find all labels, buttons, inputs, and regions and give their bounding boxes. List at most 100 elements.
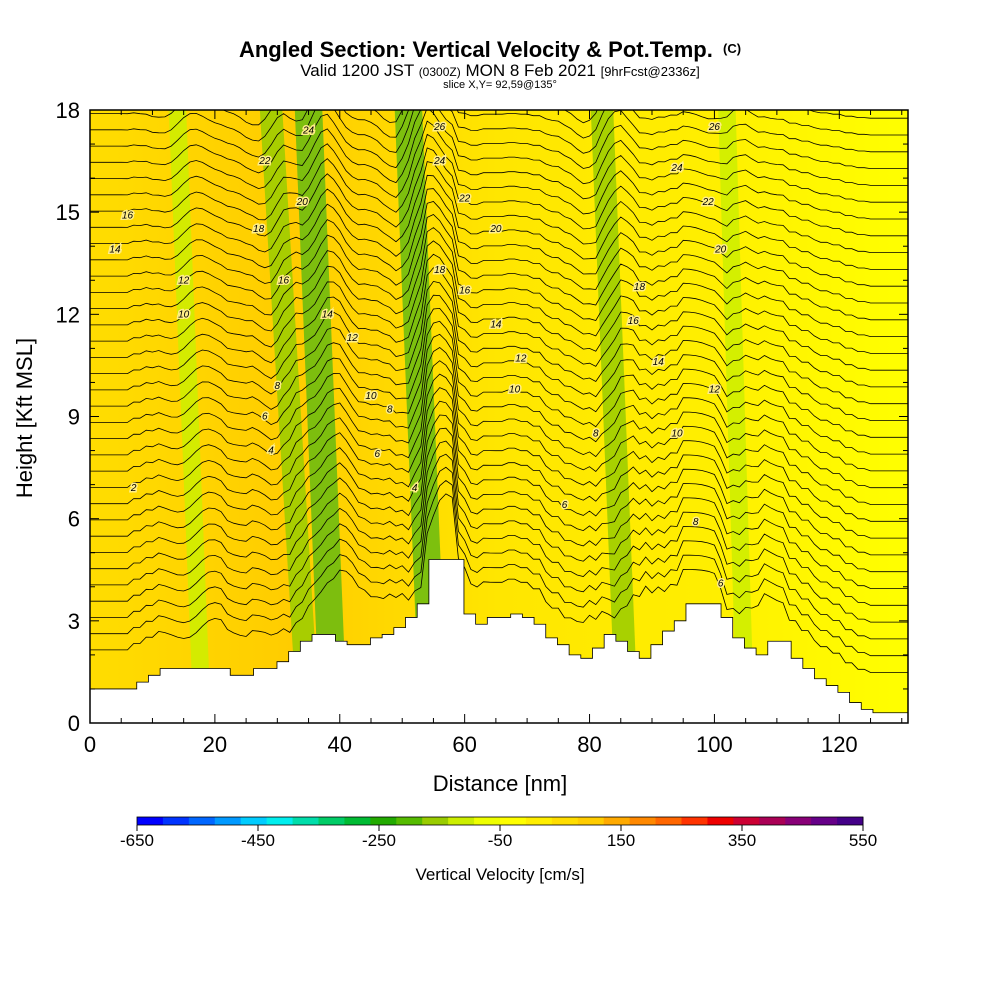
colorbar-swatch-19 [629,817,657,825]
colorbar-swatch-12 [448,817,475,825]
contour-label-0: 2 [130,483,137,494]
contour-line-30 [90,110,908,174]
contour-line-12 [90,333,908,472]
y-tick-label: 0 [68,711,80,736]
colorbar [136,816,864,826]
contour-line-31 [90,110,908,158]
contour-label-16: 8 [387,405,393,416]
contour-label-7: 16 [122,211,134,222]
contour-label-22: 22 [458,194,471,205]
contour-line-11 [90,347,908,489]
isentrope-contours [90,110,908,673]
contour-label-8: 18 [253,224,265,235]
colorbar-swatch-20 [655,817,682,825]
colorbar-tick-label: -450 [241,831,275,850]
contour-line-7 [90,400,908,556]
contour-line-16 [90,280,908,405]
contour-label-31: 16 [628,316,640,327]
contour-line-32 [90,110,908,142]
colorbar-swatch-5 [266,817,294,825]
contour-line-28 [90,120,908,205]
colorbar-swatch-22 [707,817,734,825]
colorbar-swatch-8 [344,817,371,825]
updraft-band-5 [718,110,755,723]
updraft-band-0 [168,110,212,723]
x-axis-label: Distance [nm] [433,771,568,796]
contour-label-17: 6 [374,449,380,460]
colorbar-swatch-26 [811,817,838,825]
contour-line-15 [90,294,908,421]
colorbar-tick-label: -250 [362,831,396,850]
updraft-band-1 [259,110,320,723]
colorbar-swatch-3 [214,817,242,825]
colorbar-ticks: -650 -450 -250 -50 150 350 550 [120,825,877,850]
contour-label-19: 18 [434,265,446,276]
y-axis: 0 3 6 9 12 15 18 [56,98,908,736]
contour-label-34: 10 [671,429,683,440]
terrain [90,559,908,723]
colorbar-tick-label: 150 [607,831,635,850]
x-axis: 0 20 40 60 80 100 120 [84,110,903,757]
colorbar-swatch-24 [759,817,786,825]
y-axis-label: Height [Kft MSL] [12,338,37,498]
contour-line-1 [90,479,908,657]
contour-label-37: 26 [708,122,721,133]
colorbar-swatch-11 [422,817,449,825]
contour-labels: 2468101214161816202224141210864182624222… [108,121,728,591]
contour-label-40: 20 [714,245,727,256]
colorbar-swatch-23 [733,817,760,825]
updraft-band-4 [590,110,639,723]
colorbar-swatch-17 [577,817,605,825]
contour-label-35: 8 [693,517,699,528]
colorbar-swatch-2 [188,817,216,825]
contour-line-6 [90,414,908,573]
contour-line-13 [90,320,908,455]
contour-label-18: 4 [412,483,418,494]
x-tick-label: 0 [84,732,96,757]
contour-label-4: 10 [178,309,190,320]
contour-label-3: 8 [275,381,281,392]
x-tick-label: 60 [452,732,476,757]
colorbar-swatch-21 [681,817,708,825]
contour-line-20 [90,227,908,337]
contour-line-0 [90,493,908,673]
contour-label-6: 14 [109,245,121,256]
contour-label-25: 14 [490,320,502,331]
y-tick-label: 3 [68,609,80,634]
colorbar-swatch-7 [318,817,345,825]
y-tick-label: 18 [56,98,80,123]
contour-label-10: 20 [296,197,309,208]
contour-label-12: 24 [302,125,315,136]
colorbar-swatch-25 [785,817,812,825]
colorbar-tick-label: -50 [488,831,513,850]
colorbar-tick-label: -650 [120,831,154,850]
updraft-bands [168,110,755,723]
y-tick-label: 9 [68,405,80,430]
contour-line-33 [90,110,908,126]
contour-label-9: 16 [278,275,290,286]
contour-line-25 [90,161,908,253]
contour-label-14: 12 [347,333,359,344]
x-tick-label: 40 [328,732,352,757]
contour-line-3 [90,453,908,623]
contour-label-39: 22 [702,197,715,208]
contour-label-28: 8 [593,429,599,440]
colorbar-swatch-0 [137,817,164,825]
contour-line-14 [90,307,908,438]
contour-line-27 [90,133,908,221]
contour-line-21 [90,214,908,321]
contour-label-27: 10 [509,384,521,395]
contour-line-9 [90,373,908,522]
updraft-band-2 [294,110,348,723]
contour-label-23: 20 [489,224,502,235]
contour-line-22 [90,201,908,304]
x-tick-label: 20 [203,732,227,757]
contour-label-26: 12 [515,354,527,365]
contour-line-5 [90,427,908,589]
contour-label-20: 26 [433,122,446,133]
contour-line-19 [90,240,908,354]
contour-label-11: 22 [258,156,271,167]
contour-line-29 [90,110,908,190]
contour-label-5: 12 [178,275,190,286]
